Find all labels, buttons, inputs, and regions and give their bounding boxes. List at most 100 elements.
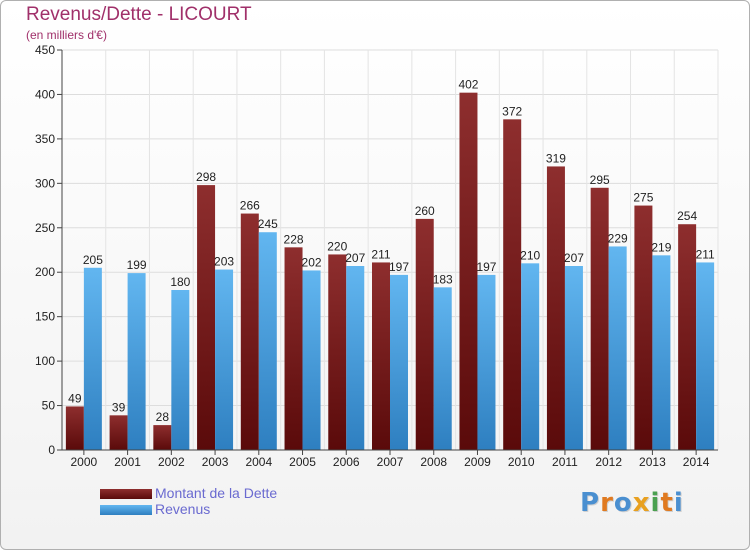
data-label-revenus: 229	[608, 231, 628, 245]
x-tick-label: 2007	[377, 455, 404, 469]
x-tick-label: 2001	[114, 455, 141, 469]
legend-swatch-revenus	[100, 505, 152, 515]
bar-revenus-2006	[346, 266, 365, 450]
data-label-revenus: 207	[345, 251, 365, 265]
y-tick-label: 100	[35, 354, 55, 368]
data-label-revenus: 245	[258, 217, 278, 231]
x-tick-label: 2009	[464, 455, 491, 469]
data-label-dette: 260	[415, 204, 435, 218]
data-label-revenus: 183	[433, 272, 453, 286]
bar-revenus-2004	[258, 232, 277, 450]
proxiti-logo: Proxiti	[580, 488, 684, 518]
legend-swatch-debt	[100, 489, 152, 499]
data-label-revenus: 180	[170, 275, 190, 289]
x-tick-label: 2000	[71, 455, 98, 469]
data-label-dette: 266	[240, 199, 260, 213]
data-label-dette: 211	[371, 247, 390, 261]
data-label-dette: 228	[284, 232, 304, 246]
bar-revenus-2014	[696, 262, 715, 450]
y-tick-label: 200	[35, 265, 55, 279]
data-label-dette: 319	[546, 151, 566, 165]
legend-label-revenus: Revenus	[155, 501, 211, 517]
bar-revenus-2010	[521, 263, 540, 450]
bar-dette-2000	[65, 406, 84, 450]
chart-subtitle: (en milliers d'€)	[26, 28, 107, 42]
chart-title: Revenus/Dette - LICOURT	[26, 4, 252, 25]
bar-dette-2008	[415, 218, 434, 450]
data-label-dette: 254	[677, 209, 697, 223]
bar-dette-2009	[459, 92, 478, 451]
bar-dette-2014	[678, 224, 697, 450]
bar-dette-2004	[240, 213, 259, 450]
bar-revenus-2009	[477, 274, 496, 450]
bars	[65, 92, 715, 451]
data-label-dette: 402	[458, 78, 478, 92]
y-tick-label: 450	[35, 43, 55, 57]
bar-dette-2001	[109, 415, 128, 450]
bar-revenus-2001	[127, 273, 146, 450]
x-tick-label: 2013	[639, 455, 666, 469]
axes: 0 50 100 150 200 250 300 350 400 450 2000 2001 2002 2…	[35, 43, 718, 469]
legend-label-debt: Montant de la Dette	[155, 485, 278, 501]
y-tick-label: 250	[35, 221, 55, 235]
bar-revenus-2012	[608, 246, 627, 450]
logo-letter: o	[613, 488, 633, 518]
y-tick-label: 300	[35, 176, 55, 190]
bar-revenus-2005	[302, 270, 321, 450]
y-tick-label: 0	[48, 443, 55, 457]
data-label-revenus: 199	[127, 258, 147, 272]
bar-revenus-2013	[652, 255, 671, 450]
x-tick-label: 2005	[289, 455, 316, 469]
data-label-revenus: 207	[564, 251, 584, 265]
bar-dette-2011	[546, 166, 565, 450]
data-label-revenus: 202	[302, 255, 322, 269]
x-tick-label: 2008	[420, 455, 447, 469]
logo-letter: x	[632, 488, 651, 518]
bar-revenus-2008	[433, 287, 452, 450]
x-tick-label: 2010	[508, 455, 535, 469]
y-tick-label: 50	[42, 399, 56, 413]
y-tick-label: 400	[35, 87, 55, 101]
bar-revenus-2003	[215, 269, 234, 450]
bar-dette-2010	[503, 119, 522, 450]
data-label-dette: 372	[502, 104, 522, 118]
data-label-dette: 275	[633, 191, 653, 205]
logo-letter: i	[673, 488, 684, 518]
x-tick-label: 2003	[202, 455, 229, 469]
x-tick-label: 2004	[245, 455, 272, 469]
x-tick-label: 2006	[333, 455, 360, 469]
bar-dette-2007	[372, 262, 390, 450]
bar-revenus-2000	[83, 267, 102, 450]
bar-revenus-2002	[171, 290, 190, 450]
logo-letter: r	[600, 488, 614, 518]
bar-dette-2012	[590, 187, 609, 450]
bar-dette-2013	[634, 205, 653, 450]
bar-dette-2002	[153, 425, 172, 450]
data-label-dette: 49	[68, 391, 82, 405]
y-tick-label: 150	[35, 310, 55, 324]
y-tick-label: 350	[35, 132, 55, 146]
x-tick-label: 2002	[158, 455, 185, 469]
data-label-revenus: 203	[214, 255, 234, 269]
data-label-dette: 295	[590, 173, 610, 187]
data-label-dette: 298	[196, 170, 216, 184]
data-label-dette: 28	[156, 410, 170, 424]
x-tick-label: 2012	[595, 455, 622, 469]
bar-revenus-2011	[564, 266, 583, 450]
logo-letter: t	[660, 488, 674, 518]
bar-dette-2005	[284, 247, 303, 450]
data-label-revenus: 205	[83, 253, 103, 267]
bar-dette-2006	[328, 254, 347, 450]
x-tick-label: 2011	[552, 455, 578, 469]
logo-letter: i	[650, 488, 661, 518]
data-label-dette: 39	[112, 400, 126, 414]
logo-letter: P	[580, 488, 601, 518]
data-label-revenus: 219	[651, 240, 671, 254]
data-label-dette: 220	[327, 239, 347, 253]
data-label-revenus: 197	[389, 260, 409, 274]
x-tick-label: 2014	[683, 455, 710, 469]
data-label-revenus: 210	[520, 248, 540, 262]
bar-dette-2003	[197, 185, 216, 450]
